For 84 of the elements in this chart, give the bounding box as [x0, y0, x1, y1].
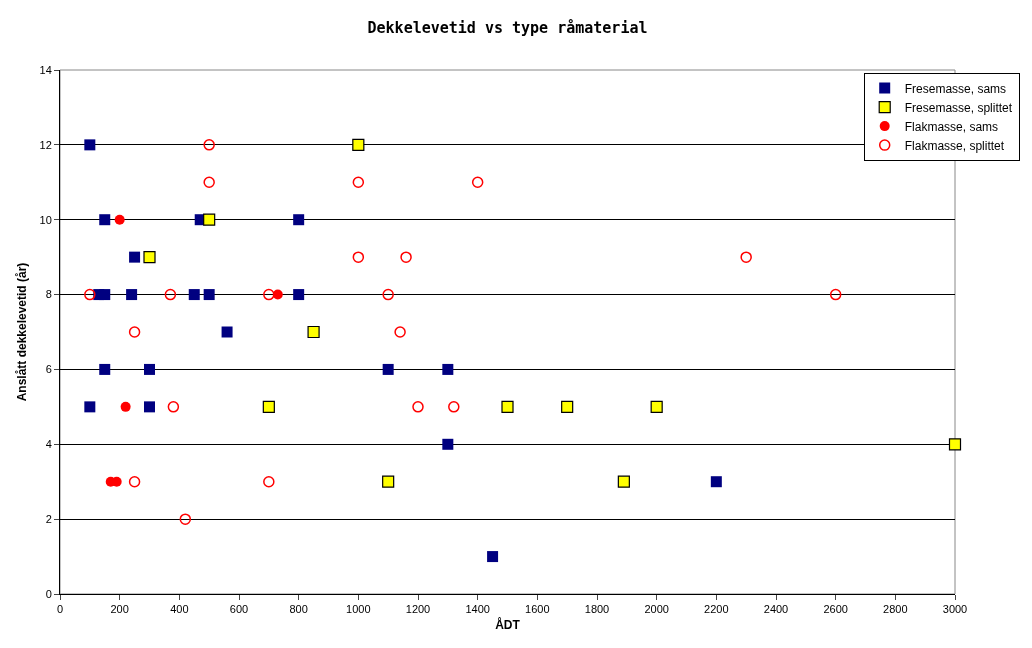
point	[203, 139, 215, 151]
x-tick-label: 2600	[823, 603, 848, 616]
point	[144, 401, 155, 413]
point	[263, 475, 275, 488]
point	[272, 289, 283, 300]
point	[144, 363, 155, 375]
point	[448, 401, 460, 413]
x-tick-label: 2000	[644, 603, 669, 616]
point	[84, 401, 96, 413]
chart-title: Dekkelevetid vs type råmaterial	[367, 19, 648, 38]
point	[487, 551, 499, 563]
point	[179, 513, 192, 525]
point	[352, 176, 365, 189]
point	[203, 289, 215, 301]
x-tick-label: 3000	[942, 603, 968, 616]
point	[129, 251, 141, 263]
point	[501, 400, 514, 413]
point	[203, 176, 215, 189]
point	[382, 475, 395, 488]
point	[293, 214, 305, 226]
point	[352, 251, 365, 263]
point	[114, 214, 125, 225]
point	[412, 401, 424, 413]
x-tick-label: 2800	[883, 603, 908, 616]
point	[740, 251, 752, 263]
x-tick-label: 2200	[704, 603, 729, 616]
y-tick-label: 4	[45, 438, 52, 451]
point	[829, 288, 842, 301]
point	[263, 288, 275, 301]
x-tick-label: 0	[56, 603, 64, 616]
y-tick-label: 0	[45, 587, 52, 600]
point	[221, 326, 233, 338]
x-tick-label: 600	[229, 603, 249, 616]
point	[126, 289, 138, 301]
point	[394, 326, 406, 338]
point	[400, 251, 412, 263]
point	[948, 438, 962, 451]
point	[120, 401, 131, 412]
y-tick-label: 14	[39, 63, 52, 76]
x-axis-title: ÅDT	[495, 617, 521, 633]
point	[99, 363, 111, 375]
point	[352, 138, 365, 151]
x-tick-label: 2400	[763, 603, 789, 616]
point	[99, 289, 111, 301]
point	[442, 363, 454, 375]
point	[561, 400, 574, 413]
point	[617, 475, 630, 488]
y-tick-label: 2	[45, 512, 52, 525]
point	[203, 213, 216, 226]
x-tick-label: 1600	[525, 603, 550, 616]
x-tick-label: 400	[170, 603, 189, 616]
y-axis-title: Anslått dekkelevetid (år)	[14, 262, 29, 402]
point	[382, 363, 394, 375]
x-tick-label: 1400	[465, 603, 490, 616]
point	[293, 289, 305, 301]
legend-label: Fresemasse, sams	[904, 81, 1007, 96]
y-tick-label: 12	[39, 138, 52, 151]
point	[99, 214, 111, 226]
point	[650, 400, 663, 413]
point	[262, 400, 275, 413]
x-tick-label: 1000	[346, 603, 371, 616]
point	[188, 289, 200, 301]
point	[84, 288, 96, 301]
y-tick-label: 8	[45, 288, 52, 301]
point	[710, 476, 722, 488]
legend-label: Fresemasse, splittet	[904, 100, 1013, 115]
point	[382, 288, 394, 301]
point	[442, 438, 454, 450]
point	[128, 475, 141, 488]
x-tick-label: 1200	[405, 603, 431, 616]
legend-label: Flakmasse, splittet	[904, 138, 1005, 153]
y-tick-label: 6	[45, 363, 52, 376]
point	[307, 325, 320, 339]
point	[167, 401, 180, 413]
legend-label: Flakmasse, sams	[904, 119, 999, 134]
point	[128, 326, 141, 338]
point	[84, 139, 96, 151]
x-tick-label: 200	[110, 603, 129, 616]
point	[471, 176, 484, 189]
point	[164, 288, 177, 301]
y-tick-label: 10	[39, 213, 52, 226]
x-tick-label: 1800	[584, 603, 610, 616]
x-tick-label: 800	[289, 603, 308, 616]
point	[143, 251, 156, 264]
